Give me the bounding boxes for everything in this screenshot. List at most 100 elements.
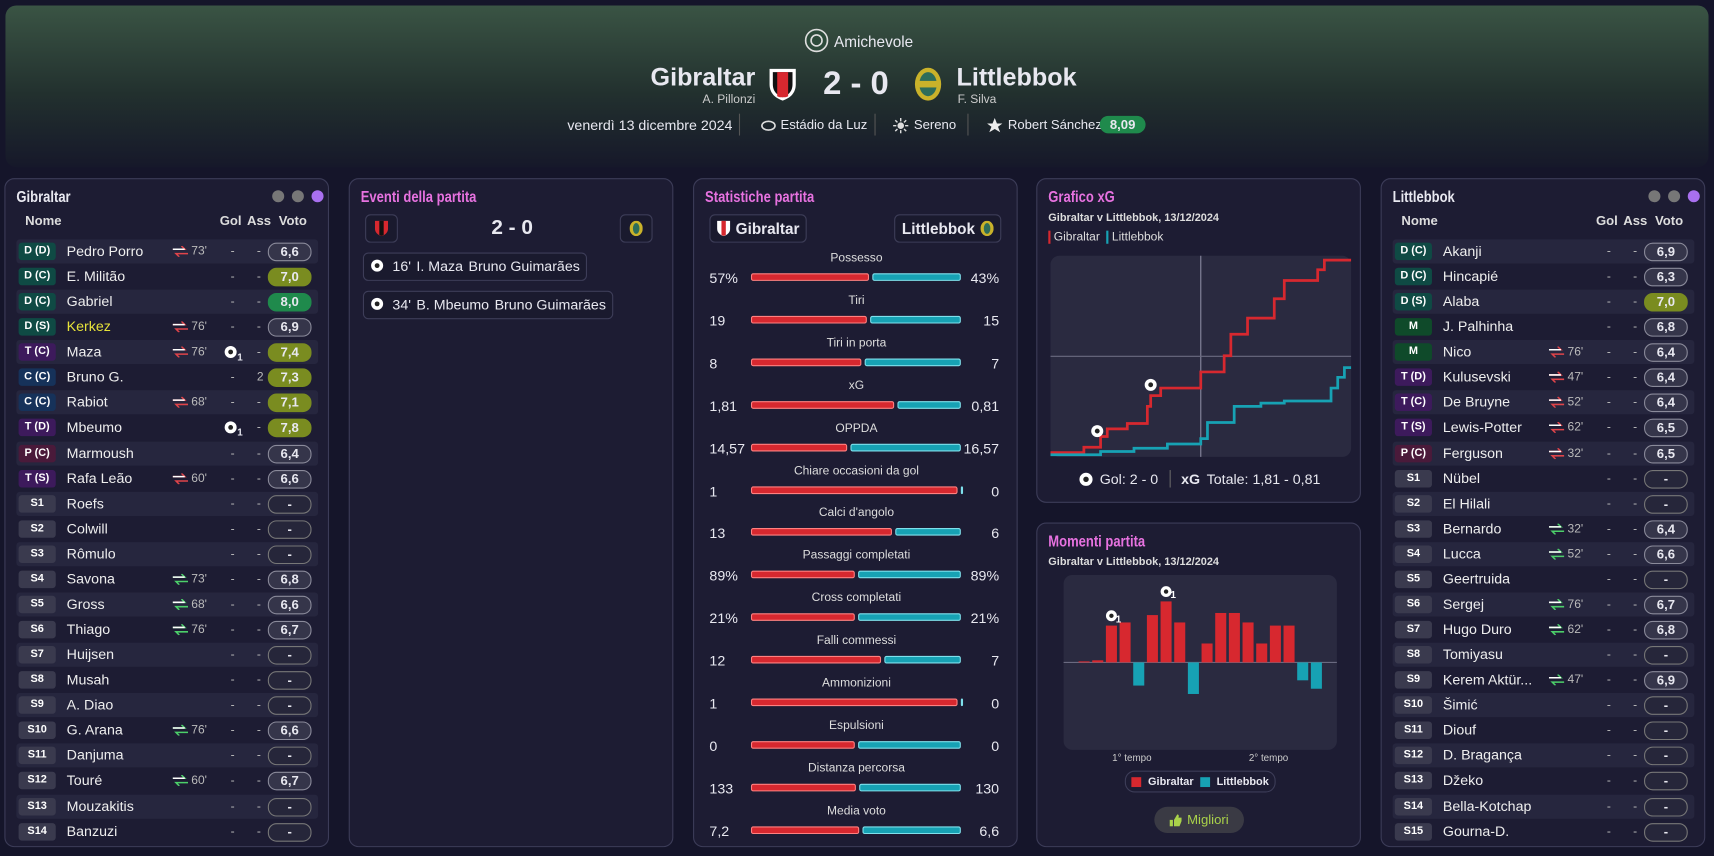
away-team: Littlebbok — [901, 219, 976, 238]
away-bar — [857, 613, 961, 622]
xg-line — [1050, 366, 1352, 457]
button-label[interactable]: Migliori — [1187, 812, 1229, 828]
player-row: T (C) Maza 76' 1 -7,4 — [16, 340, 319, 365]
player-row: S14 Bella-Kotchap - - - — [1392, 794, 1695, 819]
momentum-bar — [1297, 662, 1309, 681]
player-row: D (C) E. Militão - -7,0 — [16, 265, 318, 289]
assists: - — [1633, 673, 1638, 687]
events-score: 2 - 0 — [491, 216, 533, 240]
rating: 6,8 — [1644, 620, 1688, 640]
legend-label: Gibraltar — [1053, 230, 1100, 244]
away-value: 130 — [975, 780, 1000, 797]
assists: - — [1633, 698, 1638, 712]
rating: - — [267, 696, 312, 716]
momentum-bar — [1174, 622, 1186, 663]
position-badge: S2 — [18, 520, 56, 538]
away-team: Littlebbok — [956, 62, 1077, 91]
goal-marker-patch — [1109, 613, 1114, 618]
arrow — [1548, 548, 1565, 560]
goals: - — [1606, 421, 1611, 435]
assists: - — [256, 824, 261, 838]
home-bar — [750, 613, 855, 622]
position-badge: S8 — [18, 671, 56, 689]
home-bar — [750, 443, 848, 452]
assists: - — [256, 497, 261, 511]
player-row: C (C) Bruno G. - 2 7,3 — [16, 365, 318, 389]
position-badge: T (S) — [1394, 419, 1432, 437]
player-row: S4 Lucca 52' - -6,6 — [1392, 541, 1695, 567]
position-badge: S3 — [1394, 520, 1432, 538]
player-name: Pedro Porro — [66, 242, 144, 260]
goals: - — [1606, 320, 1611, 334]
player-name: Rafa Leão — [66, 469, 133, 487]
window-dot — [1668, 190, 1681, 203]
assists: - — [256, 799, 261, 813]
home-bar — [750, 315, 867, 324]
assists: - — [256, 623, 261, 637]
player-row: P (C) Marmoush - -6,4 — [16, 441, 319, 466]
home-bar — [750, 783, 856, 792]
separator — [738, 113, 741, 136]
column-header: Ass — [1623, 213, 1648, 229]
player-row: D (S) Alaba - -7,0 — [1392, 289, 1695, 314]
assists: - — [256, 396, 261, 410]
player-row: S4 Savona 73' - -6,8 — [16, 567, 318, 591]
legend-item: Gibraltar — [1048, 230, 1100, 244]
away-value: 0,81 — [971, 397, 1000, 414]
rating: 6,8 — [1644, 318, 1688, 337]
assists: - — [256, 774, 261, 788]
assists: - — [1633, 723, 1638, 738]
assists: - — [1633, 396, 1638, 410]
player-name: Diouf — [1442, 721, 1477, 739]
rating: - — [1644, 721, 1688, 741]
away-value: 7 — [991, 355, 1000, 372]
away-value: 89% — [970, 567, 1000, 585]
xg-chart — [1050, 255, 1352, 457]
goals: - — [230, 547, 235, 561]
away-team-chip: Littlebbok — [894, 214, 1002, 243]
player-row: S11 Diouf - - - — [1393, 719, 1695, 743]
rating: - — [267, 520, 312, 539]
assists: - — [1633, 522, 1638, 536]
player-row: S7 Hugo Duro 62' - -6,8 — [1393, 618, 1695, 642]
window-dot — [1687, 190, 1700, 203]
away-bar — [858, 783, 961, 792]
goals: - — [1606, 345, 1611, 359]
stat-label: Possesso — [830, 251, 883, 265]
arrow — [1548, 447, 1565, 459]
position-badge: S14 — [18, 822, 56, 841]
rating: 6,6 — [267, 469, 312, 489]
home-value: 13 — [709, 525, 726, 542]
home-bar — [750, 570, 855, 579]
match-date: venerdì 13 dicembre 2024 — [567, 116, 733, 134]
home-shield — [769, 68, 796, 101]
away-bar — [850, 443, 961, 452]
sub-minute: 60' — [191, 471, 207, 485]
rating: 6,6 — [267, 721, 312, 741]
position-badge: S5 — [1394, 570, 1432, 588]
away-badge — [619, 214, 653, 243]
goals: - — [230, 648, 235, 662]
player-name: Roefs — [66, 494, 104, 512]
arrow — [172, 321, 189, 333]
goals: - — [230, 471, 235, 485]
sub-minute: 62' — [1567, 623, 1584, 637]
player-name: Lewis-Potter — [1442, 419, 1522, 436]
assists: - — [256, 345, 261, 359]
home-lineup-panel: Gibraltar Nome Gol Ass Voto D (D) Pedro Porro 7… — [4, 178, 330, 848]
stat-label: Falli commessi — [816, 634, 897, 648]
sub-icon — [1548, 598, 1565, 610]
position-badge: D (D) — [18, 242, 56, 261]
best-button[interactable]: Migliori — [1154, 806, 1244, 833]
arrow — [1548, 598, 1565, 610]
goals: - — [230, 270, 235, 284]
player-name: D. Bragança — [1442, 747, 1522, 764]
player-row: S9 Kerem Aktür... 47' - -6,9 — [1393, 668, 1695, 692]
legend-swatch — [1131, 776, 1142, 787]
event-minute: 34' — [392, 296, 411, 313]
player-name: Ferguson — [1442, 444, 1503, 461]
panel-title: Gibraltar — [16, 188, 71, 206]
player-name: Nübel — [1442, 469, 1481, 487]
position-badge: S11 — [1394, 721, 1432, 740]
player-name: Hugo Duro — [1442, 620, 1512, 638]
